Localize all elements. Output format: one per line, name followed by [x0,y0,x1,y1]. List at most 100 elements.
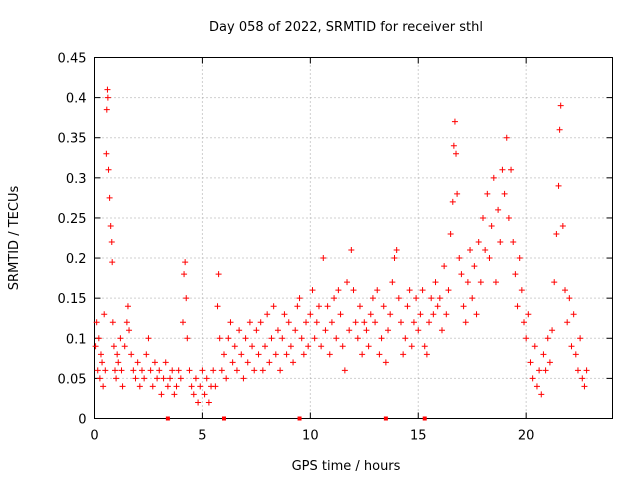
data-point [423,351,430,358]
data-point [199,367,206,374]
data-point [203,375,210,382]
data-point [458,271,465,278]
data-point [104,86,111,93]
data-point [453,150,460,157]
data-point [109,319,116,326]
data-point [115,359,122,366]
data-point [529,375,536,382]
data-point [104,94,111,101]
data-point [421,343,428,350]
data-point [292,327,299,334]
data-point [518,287,525,294]
data-point [540,351,547,358]
data-point [107,222,114,229]
data-point [501,190,508,197]
data-point [350,287,357,294]
data-point [512,271,519,278]
data-point [495,206,502,213]
data-point [296,295,303,302]
data-point [568,343,575,350]
data-point [173,383,180,390]
data-point [480,214,486,221]
data-point [188,383,195,390]
data-point [326,351,333,358]
data-point [387,311,394,318]
data-point [128,351,135,358]
data-point [382,359,389,366]
data-point [328,319,335,326]
x-axis-label: GPS time / hours [292,459,401,474]
data-point [283,351,290,358]
y-axis-label: SRMTID / TECUs [7,186,22,291]
data-point [167,375,174,382]
data-point [454,190,461,197]
data-point [404,303,411,310]
x-tick-label: 15 [410,429,427,444]
data-point [402,335,409,342]
data-point [315,303,322,310]
data-point [531,343,538,350]
data-point [533,383,540,390]
data-point [184,335,191,342]
y-tick-label: 0.15 [58,292,87,307]
data-point [249,343,256,350]
data-point [221,351,227,358]
data-point [303,319,310,326]
y-tick-label: 0.1 [66,332,87,347]
data-point [549,327,556,334]
data-point [341,367,348,374]
data-point [473,311,480,318]
data-point [441,263,448,270]
y-tick-label: 0.35 [58,132,87,147]
data-point [559,222,566,229]
data-point [105,166,112,173]
data-point [546,359,553,366]
data-point [354,335,361,342]
data-point [477,279,484,286]
data-point [287,343,294,350]
data-point [460,303,467,310]
data-point [492,279,499,286]
data-point [333,335,340,342]
data-point [215,271,222,278]
data-point [385,327,392,334]
data-point [281,311,288,318]
data-point [432,279,439,286]
data-point [527,359,534,366]
data-point [223,375,230,382]
data-point [339,343,346,350]
data-point [99,359,106,366]
data-point [335,287,342,294]
data-point [443,311,450,318]
data-point [471,263,478,270]
data-point [426,319,433,326]
data-point [205,399,212,406]
data-point [557,102,564,109]
data-point [562,287,569,294]
data-point [298,335,305,342]
data-point [181,271,188,278]
data-point [486,255,493,262]
data-point [374,287,381,294]
data-point [505,214,512,221]
data-point [134,359,141,366]
data-point [162,359,169,366]
y-tick-label: 0.25 [58,212,87,227]
data-point [259,367,266,374]
x-tick-label: 5 [198,429,206,444]
data-point [499,166,506,173]
data-point [272,351,279,358]
data-point [227,319,234,326]
axis-marker [165,416,170,421]
data-point [151,359,158,366]
data-point [212,383,219,390]
data-point [164,383,171,390]
data-point [378,335,385,342]
data-point [467,247,474,254]
data-point [482,247,489,254]
data-point [450,142,457,149]
data-point [484,190,491,197]
data-point [508,166,515,173]
data-point [210,367,217,374]
data-point [309,287,316,294]
